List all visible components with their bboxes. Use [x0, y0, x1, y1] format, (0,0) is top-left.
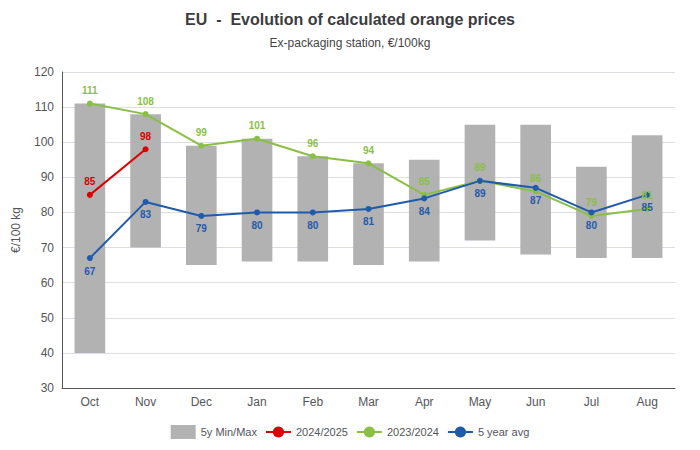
svg-text:99: 99: [196, 127, 208, 138]
svg-text:EU - Evolution of calculated: EU - Evolution of calculated orange pric…: [185, 11, 515, 28]
svg-text:2023/2024: 2023/2024: [387, 426, 439, 438]
svg-text:85: 85: [642, 202, 654, 213]
svg-text:Oct: Oct: [81, 395, 100, 409]
svg-text:Jun: Jun: [526, 395, 545, 409]
svg-text:30: 30: [41, 381, 55, 395]
svg-text:Mar: Mar: [358, 395, 379, 409]
svg-text:70: 70: [41, 241, 55, 255]
svg-text:81: 81: [363, 216, 375, 227]
svg-text:111: 111: [82, 85, 98, 96]
svg-text:89: 89: [474, 162, 486, 173]
svg-text:40: 40: [41, 346, 55, 360]
svg-text:110: 110: [35, 100, 54, 114]
svg-text:94: 94: [363, 145, 375, 156]
svg-text:50: 50: [41, 311, 55, 325]
svg-text:87: 87: [530, 195, 542, 206]
svg-text:Ex-packaging station, €/100kg: Ex-packaging station, €/100kg: [270, 36, 431, 50]
svg-text:120: 120: [34, 65, 54, 79]
svg-text:101: 101: [249, 120, 266, 131]
svg-text:Aug: Aug: [636, 395, 657, 409]
svg-text:May: May: [469, 395, 492, 409]
svg-text:85: 85: [419, 176, 431, 187]
svg-text:80: 80: [251, 220, 263, 231]
svg-text:80: 80: [41, 205, 55, 219]
svg-text:5 year avg: 5 year avg: [478, 426, 529, 438]
svg-text:67: 67: [84, 266, 96, 277]
svg-text:79: 79: [196, 223, 208, 234]
svg-text:85: 85: [84, 176, 96, 187]
svg-text:Jan: Jan: [247, 395, 266, 409]
svg-text:€/100 kg: €/100 kg: [9, 207, 23, 253]
svg-text:Jul: Jul: [584, 395, 599, 409]
svg-text:5y Min/Max: 5y Min/Max: [201, 426, 258, 438]
svg-text:80: 80: [586, 220, 598, 231]
svg-text:Feb: Feb: [302, 395, 323, 409]
svg-text:Apr: Apr: [415, 395, 434, 409]
svg-text:Nov: Nov: [135, 395, 156, 409]
svg-text:Dec: Dec: [191, 395, 212, 409]
svg-text:60: 60: [41, 276, 55, 290]
svg-text:84: 84: [419, 206, 431, 217]
svg-text:108: 108: [137, 96, 154, 107]
svg-text:98: 98: [140, 131, 152, 142]
svg-text:89: 89: [474, 188, 486, 199]
svg-text:90: 90: [41, 170, 55, 184]
svg-text:100: 100: [34, 135, 54, 149]
svg-text:96: 96: [307, 138, 319, 149]
svg-text:2024/2025: 2024/2025: [296, 426, 348, 438]
svg-text:86: 86: [530, 173, 542, 184]
svg-text:81: 81: [642, 190, 654, 201]
svg-text:79: 79: [586, 197, 598, 208]
svg-text:83: 83: [140, 209, 152, 220]
svg-text:80: 80: [307, 220, 319, 231]
